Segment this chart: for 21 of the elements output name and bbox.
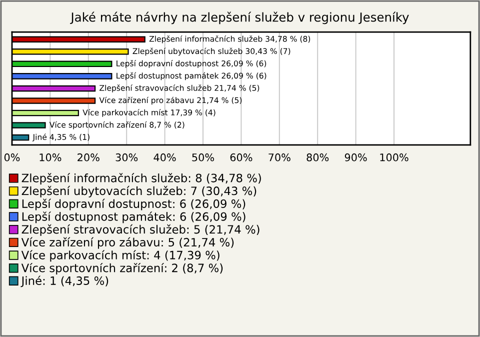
legend-label: Více sportovních zařízení: 2 (8,7 %) [21,262,223,274]
x-tick-label: 70% [268,153,290,162]
x-tick-label: 90% [344,153,367,162]
legend-label: Více parkovacích míst: 4 (17,39 %) [21,250,220,262]
x-tick-label: 10% [40,153,62,162]
x-tick-label: 20% [78,153,100,162]
x-tick-label: 50% [192,153,214,162]
x-tick-label: 0% [4,153,20,162]
legend-label: Zlepšení informačních služeb: 8 (34,78 %) [22,173,261,185]
legend-label: Zlepšení stravovacích služeb: 5 (21,74 %) [22,224,260,236]
legend-label: Více zařízení pro zábavu: 5 (21,74 %) [21,237,234,249]
x-tick-label: 40% [154,153,176,162]
x-tick-label: 100% [380,153,408,162]
x-tick-label: 80% [306,153,329,162]
legend-label: Lepší dopravní dostupnost: 6 (26,09 %) [22,198,246,210]
legend-label: Jiné: 1 (4,35 %) [20,276,108,288]
chart-title: Jaké máte návrhy na zlepšení služeb v regionu Jeseníky [70,12,409,24]
legend-label: Zlepšení ubytovacích služeb: 7 (30,43 %) [22,186,256,198]
x-tick-label: 30% [116,153,138,162]
x-tick-label: 60% [230,153,252,162]
legend-label: Lepší dostupnost památek: 6 (26,09 %) [22,212,246,224]
